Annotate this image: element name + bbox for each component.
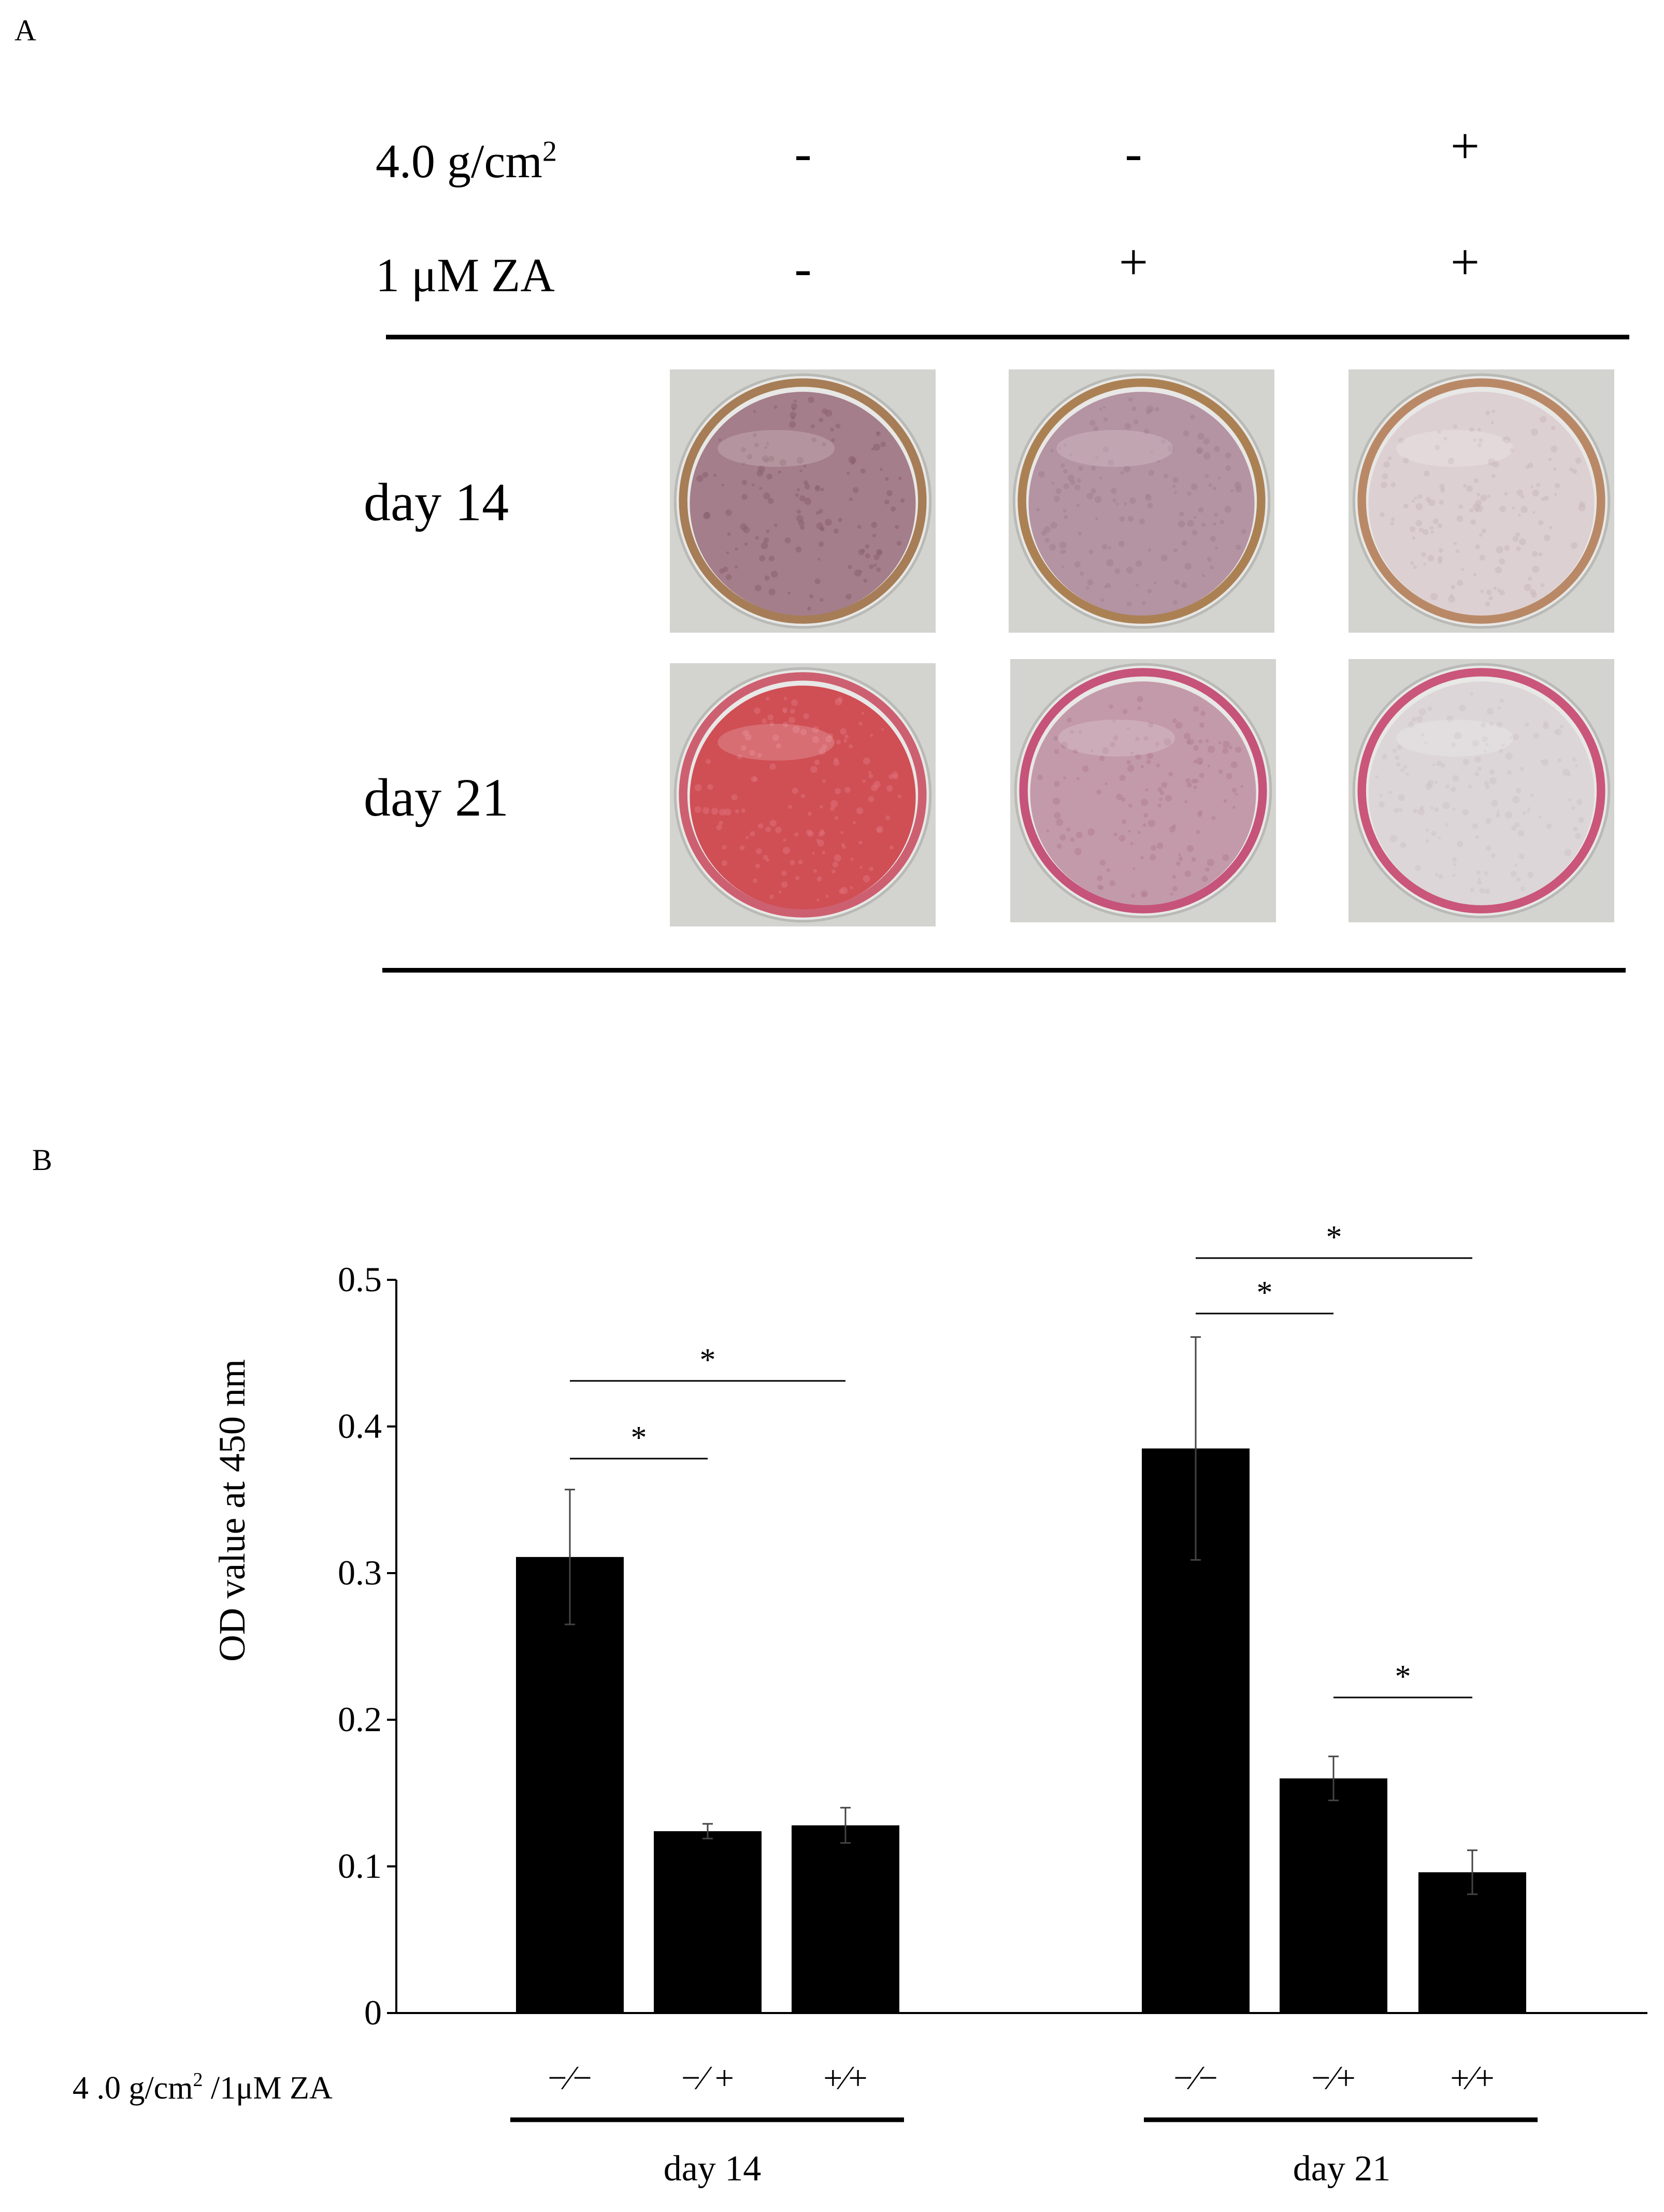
row-label-day21: day 21: [364, 768, 509, 827]
condition-row-za: 1 μM ZA: [376, 249, 555, 302]
condition-label-prefix: 4 .0 g/cm: [73, 2071, 193, 2106]
bar-condition-label: −∕ +: [681, 2059, 734, 2097]
significance-star: *: [631, 1420, 647, 1455]
bar-condition-label: +∕+: [823, 2059, 867, 2097]
bar-condition-label: +∕+: [1450, 2059, 1494, 2097]
bar-condition-label: −∕−: [1173, 2059, 1217, 2097]
well-photo-day14-za: [1009, 369, 1274, 633]
well-photo-day21-force-za: [1349, 659, 1614, 922]
group-label-day14: day 14: [664, 2149, 762, 2189]
condition-label-superscript: 2: [193, 2069, 203, 2091]
condition-force-label: 4.0 g/cm: [376, 135, 542, 188]
y-tick-label: 0.4: [338, 1406, 382, 1446]
sign-force-col1: -: [794, 124, 812, 182]
panel-b-label: B: [32, 1143, 52, 1177]
sign-za-col1: -: [794, 239, 812, 297]
well-photo-day14-force-za: [1349, 369, 1614, 633]
sign-force-col2: -: [1125, 124, 1142, 182]
y-axis-label: OD value at 450 nm: [211, 1359, 253, 1662]
condition-label-tail: /1μM ZA: [203, 2071, 332, 2106]
bar-condition-label: −∕+: [1311, 2059, 1355, 2097]
significance-star: *: [1257, 1275, 1273, 1310]
y-tick-label: 0: [364, 1993, 382, 2032]
sign-za-col3: +: [1450, 233, 1480, 291]
bar: [1418, 1872, 1526, 2013]
condition-force-superscript: 2: [542, 135, 557, 168]
y-tick-label: 0.1: [338, 1846, 382, 1886]
bar: [516, 1557, 624, 2013]
y-tick-label: 0.3: [338, 1553, 382, 1592]
panel-a-label: A: [15, 13, 36, 47]
condition-label: 4 .0 g/cm2 /1μM ZA: [73, 2069, 333, 2106]
significance-star: *: [700, 1343, 716, 1378]
bar-condition-label: −∕−: [548, 2059, 592, 2097]
well-photo-day14-control: [670, 369, 936, 633]
bar: [1280, 1778, 1387, 2013]
y-tick-label: 0.2: [338, 1700, 382, 1739]
bar: [792, 1825, 899, 2013]
sign-force-col3: +: [1450, 117, 1480, 175]
panel-a-top-rule: [386, 335, 1629, 339]
well-photo-day21-control: [670, 663, 936, 926]
significance-star: *: [1395, 1659, 1411, 1694]
y-tick-label: 0.5: [338, 1260, 382, 1299]
condition-row-force: 4.0 g/cm2: [376, 134, 557, 189]
sign-za-col2: +: [1118, 233, 1149, 291]
row-label-day14: day 14: [364, 473, 509, 532]
significance-star: *: [1326, 1220, 1342, 1255]
panel-a-bottom-rule: [382, 968, 1626, 973]
bar: [654, 1831, 762, 2013]
well-photo-day21-za: [1010, 659, 1276, 922]
od-bar-chart: 0 0.1 0.2 0.3 0.4 0.5 −∕− −∕ + +∕+ −∕− −∕+ +∕+ * * *…: [73, 1220, 1647, 2189]
group-label-day21: day 21: [1293, 2149, 1391, 2189]
